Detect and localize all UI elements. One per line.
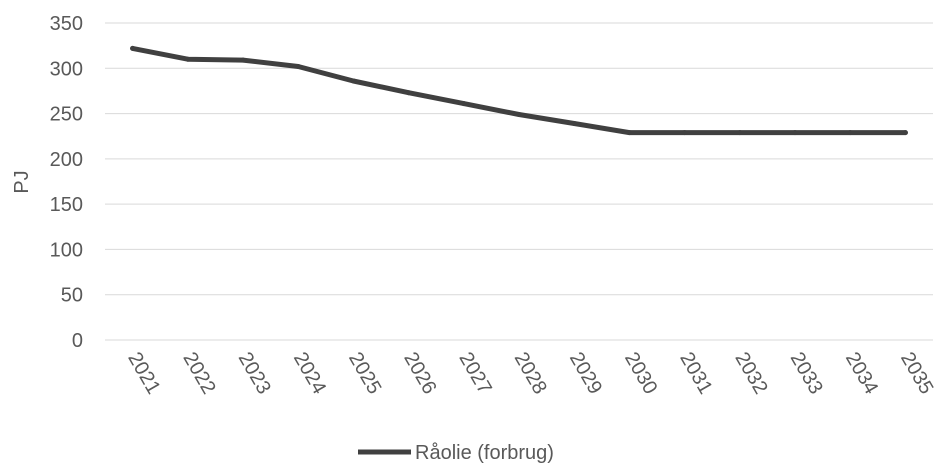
series-layer bbox=[130, 45, 908, 136]
x-tick-label: 2025 bbox=[344, 349, 385, 399]
data-point bbox=[516, 112, 522, 117]
legend-label: Råolie (forbrug) bbox=[415, 442, 554, 464]
data-point bbox=[571, 121, 577, 126]
data-point bbox=[130, 45, 136, 51]
data-point bbox=[902, 130, 908, 136]
data-point bbox=[295, 64, 301, 69]
x-tick-label: 2033 bbox=[786, 349, 827, 399]
y-tick-label: 250 bbox=[50, 104, 83, 126]
x-tick-label: 2031 bbox=[675, 349, 716, 399]
y-tick-label: 50 bbox=[61, 285, 83, 307]
x-tick-label: 2023 bbox=[234, 349, 275, 399]
y-tick-label: 100 bbox=[50, 239, 83, 261]
data-point bbox=[682, 130, 688, 136]
data-point bbox=[847, 130, 853, 136]
data-point bbox=[737, 130, 743, 136]
data-point bbox=[350, 78, 356, 84]
x-axis-ticks: 2021 2022 2023 2024 2025 2026 2027 2028 2029 2030… bbox=[123, 349, 937, 399]
x-tick-label: 2021 bbox=[123, 349, 164, 399]
y-tick-label: 150 bbox=[50, 194, 83, 216]
data-point bbox=[406, 90, 412, 96]
data-point bbox=[626, 130, 632, 136]
data-point bbox=[461, 101, 467, 107]
y-axis-ticks: 0 50 100 150 200 250 300 350 bbox=[50, 13, 83, 352]
data-point bbox=[185, 56, 191, 62]
y-tick-label: 200 bbox=[50, 149, 83, 171]
x-tick-label: 2032 bbox=[730, 349, 771, 399]
x-tick-label: 2030 bbox=[620, 349, 661, 399]
y-tick-label: 300 bbox=[50, 58, 83, 80]
x-tick-label: 2029 bbox=[565, 349, 606, 399]
data-point bbox=[240, 57, 246, 63]
x-tick-label: 2022 bbox=[178, 349, 219, 399]
y-axis-label: PJ bbox=[11, 170, 33, 193]
x-tick-label: 2027 bbox=[454, 349, 495, 399]
legend: Råolie (forbrug) bbox=[358, 442, 554, 464]
x-tick-label: 2026 bbox=[399, 349, 440, 399]
gridlines bbox=[105, 22, 933, 341]
y-tick-label: 350 bbox=[50, 13, 83, 35]
y-tick-label: 0 bbox=[72, 330, 83, 352]
x-tick-label: 2028 bbox=[510, 349, 551, 399]
data-point bbox=[792, 130, 798, 136]
x-tick-label: 2024 bbox=[289, 349, 330, 399]
x-tick-label: 2034 bbox=[841, 349, 882, 399]
series-line bbox=[130, 45, 908, 136]
x-tick-label: 2035 bbox=[896, 349, 937, 399]
